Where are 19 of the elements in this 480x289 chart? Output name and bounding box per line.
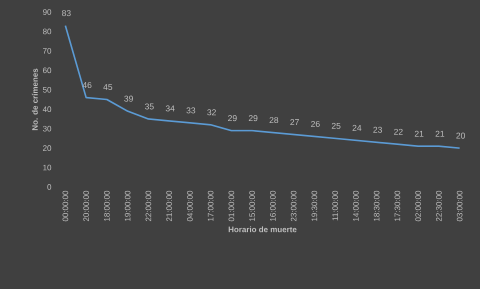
data-label: 45 (103, 84, 112, 90)
data-label: 23 (373, 126, 382, 133)
data-label: 33 (186, 107, 196, 114)
data-label: 27 (290, 119, 299, 126)
data-label: 24 (352, 124, 362, 131)
data-label: 35 (144, 103, 154, 110)
data-label: 29 (248, 115, 258, 122)
data-label: 29 (228, 115, 237, 122)
data-label: 32 (207, 109, 216, 116)
data-label: 39 (124, 96, 133, 102)
data-label: 20 (456, 132, 465, 139)
data-label: 22 (394, 128, 403, 135)
data-label: 26 (311, 120, 320, 127)
data-label: 28 (270, 117, 278, 124)
data-label: 34 (166, 105, 175, 112)
data-label: 21 (414, 130, 424, 137)
data-label: 21 (436, 130, 444, 137)
data-label: 25 (332, 122, 340, 129)
data-label: 83 (62, 10, 71, 16)
